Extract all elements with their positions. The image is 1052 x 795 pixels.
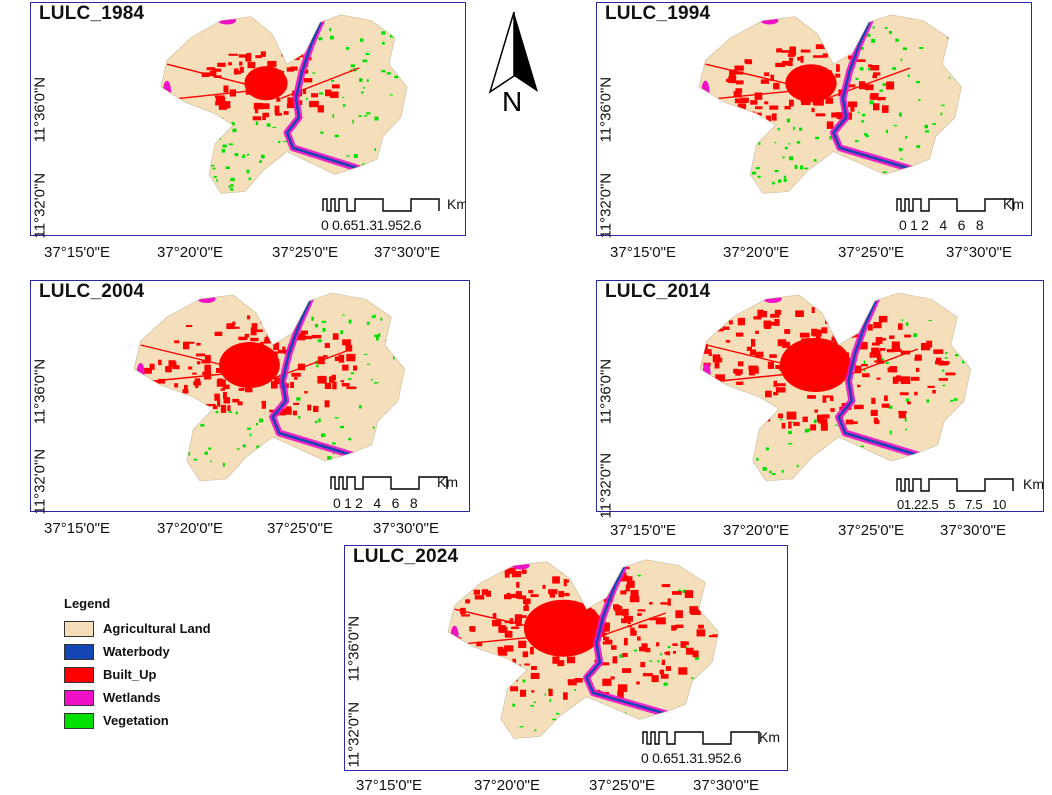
- lon-label: 37°25'0"E: [272, 244, 338, 261]
- legend-label: Wetlands: [103, 690, 161, 705]
- lulc-map: [133, 292, 405, 482]
- lat-label-south: 11°32'0"N: [597, 172, 615, 239]
- land-cover: [161, 14, 407, 194]
- land-cover: [699, 14, 962, 194]
- scale-bar-graphic: [642, 731, 760, 745]
- map-title: LULC_2024: [353, 546, 459, 567]
- scale-bar: Km 0 0.651.31.952.6: [641, 728, 780, 766]
- map-title: LULC_2004: [39, 281, 145, 302]
- land-cover: [134, 293, 405, 481]
- lon-label: 37°15'0"E: [610, 244, 676, 261]
- scale-bar: Km 0 1 2 4 6 8: [895, 195, 1025, 233]
- lon-label: 37°20'0"E: [157, 520, 223, 537]
- scale-bar: Km 0 1 2 4 6 8: [329, 473, 459, 511]
- lon-label: 37°25'0"E: [838, 522, 904, 539]
- scale-unit: Km: [1023, 476, 1044, 492]
- lon-label: 37°30'0"E: [373, 520, 439, 537]
- lulc-map: [699, 292, 971, 482]
- lat-label-south: 11°32'0"N: [31, 172, 49, 239]
- legend-label: Agricultural Land: [103, 621, 211, 636]
- legend-label: Vegetation: [103, 713, 169, 728]
- map-panel-2014: LULC_2014 Km 01.22.5 5 7.5 10 11°36'0"N …: [596, 280, 1044, 540]
- map-frame: LULC_2014 Km 01.22.5 5 7.5 10: [596, 280, 1044, 512]
- scale-bar: Km 01.22.5 5 7.5 10: [895, 475, 1043, 511]
- map-title: LULC_2014: [605, 281, 711, 302]
- scale-labels: 01.22.5 5 7.5 10: [897, 497, 1007, 512]
- scale-bar-graphic: [322, 198, 440, 212]
- map-panel-1984: LULC_1984 Km 0 0.651.31.952.6 11°36'0"N …: [30, 0, 470, 270]
- scale-unit: Km: [437, 474, 458, 490]
- map-frame: LULC_1994 Km 0 1 2 4 6 8: [596, 2, 1032, 236]
- legend-item-waterbody: Waterbody: [64, 640, 211, 663]
- map-panel-2004: LULC_2004 Km 0 1 2 4 6 8 11°36'0"N 11°32…: [30, 280, 470, 540]
- lon-label: 37°30'0"E: [693, 777, 759, 794]
- lat-label-north: 11°36'0"N: [597, 358, 615, 425]
- lon-label: 37°15'0"E: [356, 777, 422, 794]
- north-label: N: [502, 86, 523, 117]
- legend-swatch: [64, 666, 94, 683]
- map-frame: LULC_2004 Km 0 1 2 4 6 8: [30, 280, 470, 512]
- map-title: LULC_1994: [605, 3, 711, 24]
- legend-swatch: [64, 712, 94, 729]
- map-frame: LULC_1984 Km 0 0.651.31.952.6: [30, 2, 466, 236]
- lat-label-south: 11°32'0"N: [345, 701, 363, 768]
- lat-label-north: 11°36'0"N: [597, 76, 615, 143]
- scale-labels: 0 1 2 4 6 8: [899, 217, 984, 233]
- north-arrow-icon: N: [484, 10, 544, 117]
- land-cover: [700, 293, 971, 481]
- scale-labels: 0 0.651.31.952.6: [321, 217, 422, 233]
- legend-item-built-up: Built_Up: [64, 663, 211, 686]
- lon-label: 37°15'0"E: [610, 522, 676, 539]
- scale-unit: Km: [447, 196, 466, 212]
- lat-label-south: 11°32'0"N: [31, 448, 49, 515]
- lon-label: 37°20'0"E: [474, 777, 540, 794]
- lon-label: 37°25'0"E: [589, 777, 655, 794]
- legend-item-wetlands: Wetlands: [64, 686, 211, 709]
- lat-label-north: 11°36'0"N: [31, 76, 49, 143]
- legend-swatch: [64, 643, 94, 660]
- lat-label-north: 11°36'0"N: [31, 358, 49, 425]
- legend-label: Waterbody: [103, 644, 170, 659]
- scale-unit: Km: [1003, 196, 1024, 212]
- map-title: LULC_1984: [39, 3, 145, 24]
- lulc-map: [160, 14, 408, 194]
- lon-label: 37°20'0"E: [723, 522, 789, 539]
- lon-label: 37°25'0"E: [838, 244, 904, 261]
- legend-label: Built_Up: [103, 667, 157, 682]
- legend-item-vegetation: Vegetation: [64, 709, 211, 732]
- legend-swatch: [64, 689, 94, 706]
- lat-label-south: 11°32'0"N: [597, 452, 615, 519]
- lon-label: 37°30'0"E: [374, 244, 440, 261]
- legend: Legend Agricultural Land Waterbody Built…: [64, 596, 211, 732]
- lulc-map: [447, 559, 719, 739]
- map-panel-2024: LULC_2024 Km 0 0.651.31.952.6 11°36'0"N …: [344, 545, 790, 795]
- lon-label: 37°15'0"E: [44, 520, 110, 537]
- scale-bar-graphic: [330, 476, 448, 490]
- lon-label: 37°15'0"E: [44, 244, 110, 261]
- map-panel-1994: LULC_1994 Km 0 1 2 4 6 8 11°36'0"N 11°32…: [596, 0, 1036, 270]
- legend-title: Legend: [64, 596, 111, 611]
- map-frame: LULC_2024 Km 0 0.651.31.952.6: [344, 545, 788, 771]
- lon-label: 37°30'0"E: [940, 522, 1006, 539]
- legend-item-agricultural: Agricultural Land: [64, 617, 211, 640]
- land-cover: [448, 559, 719, 739]
- lon-label: 37°20'0"E: [723, 244, 789, 261]
- lat-label-north: 11°36'0"N: [345, 615, 363, 682]
- scale-bar: Km 0 0.651.31.952.6: [321, 195, 465, 233]
- lulc-map: [698, 14, 962, 194]
- scale-unit: Km: [759, 729, 780, 745]
- lon-label: 37°30'0"E: [946, 244, 1012, 261]
- lon-label: 37°25'0"E: [267, 520, 333, 537]
- legend-swatch: [64, 620, 94, 637]
- lon-label: 37°20'0"E: [157, 244, 223, 261]
- scale-labels: 0 0.651.31.952.6: [641, 750, 742, 766]
- scale-bar-graphic: [896, 478, 1014, 492]
- scale-bar-graphic: [896, 198, 1014, 212]
- scale-labels: 0 1 2 4 6 8: [333, 495, 418, 511]
